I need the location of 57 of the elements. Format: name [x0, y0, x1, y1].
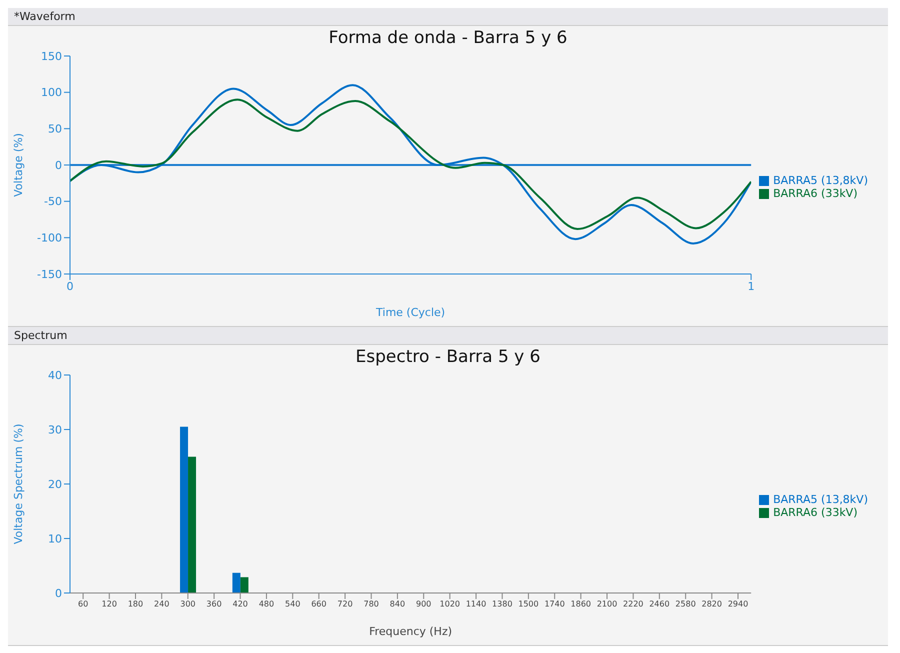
y-tick-label: 0	[55, 586, 62, 600]
x-tick-label: 2940	[728, 600, 748, 609]
y-tick-label: 30	[48, 423, 62, 436]
y-tick-label: 150	[41, 50, 62, 63]
x-tick-label: 780	[364, 600, 379, 609]
bar	[180, 426, 188, 593]
x-tick-label: 1020	[440, 600, 460, 609]
x-tick-label: 420	[232, 600, 248, 609]
x-tick-label: 1140	[466, 600, 486, 609]
x-tick-label: 240	[154, 600, 170, 609]
x-tick-label: 720	[337, 600, 353, 609]
legend-label: BARRA5 (13,8kV)	[773, 493, 868, 506]
bar	[240, 577, 248, 593]
line-series	[70, 84, 752, 244]
x-tick-label: 2100	[596, 600, 618, 609]
bar	[232, 572, 240, 593]
legend-label: BARRA6 (33kV)	[773, 187, 858, 200]
x-tick-label: 1860	[570, 600, 591, 609]
legend-label: BARRA6 (33kV)	[773, 506, 858, 519]
x-tick-label: 480	[258, 600, 274, 609]
x-tick-label: 900	[416, 600, 432, 609]
text: *Waveform	[8, 8, 888, 26]
y-tick-label: 40	[48, 368, 62, 382]
y-axis-title: Voltage Spectrum (%)	[12, 424, 25, 544]
x-tick-label: 120	[102, 600, 117, 609]
x-axis-title: Frequency (Hz)	[369, 625, 452, 638]
y-tick-label: -100	[37, 232, 62, 245]
text: Spectrum	[8, 327, 888, 345]
x-tick-label: 1	[748, 280, 755, 293]
y-tick-label: 20	[48, 478, 62, 491]
y-tick-label: 0	[55, 158, 62, 172]
x-tick-label: 840	[390, 600, 406, 609]
y-tick-label: -50	[44, 195, 62, 208]
x-tick-label: 60	[78, 600, 88, 609]
y-tick-label: 50	[48, 122, 62, 136]
y-tick-label: 100	[41, 86, 62, 100]
x-tick-label: 2220	[623, 600, 644, 609]
x-tick-label: 2580	[675, 600, 696, 609]
bar	[188, 456, 196, 593]
x-tick-label: 1740	[544, 600, 565, 609]
x-tick-label: 180	[128, 600, 144, 609]
y-axis-title: Voltage (%)	[12, 133, 25, 197]
x-axis-title: Time (Cycle)	[375, 306, 446, 319]
chart-title: Espectro - Barra 5 y 6	[354, 347, 542, 367]
legend-label: BARRA5 (13,8kV)	[773, 174, 868, 187]
x-tick-label: 660	[311, 600, 326, 609]
chart-title: Forma de onda - Barra 5 y 6	[328, 28, 568, 48]
x-tick-label: 2820	[702, 600, 722, 609]
x-tick-label: 1500	[518, 600, 539, 609]
x-tick-label: 2460	[649, 600, 670, 609]
y-tick-label: -150	[37, 268, 62, 281]
x-tick-label: 1380	[492, 600, 512, 609]
x-tick-label: 360	[206, 600, 222, 609]
x-tick-label: 300	[180, 600, 196, 609]
y-tick-label: 10	[48, 532, 62, 546]
line-series	[70, 98, 752, 230]
x-tick-label: 540	[285, 600, 300, 609]
